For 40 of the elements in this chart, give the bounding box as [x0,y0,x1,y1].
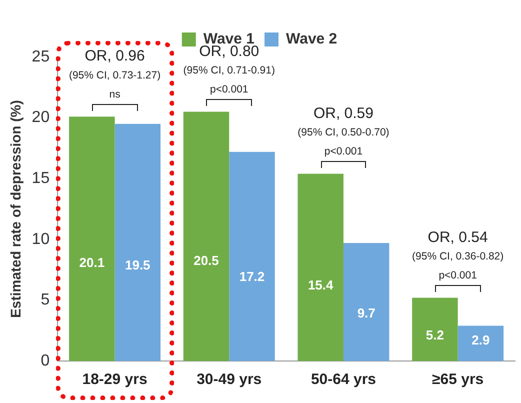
bar [343,243,390,361]
data-label: 5.2 [426,327,444,342]
data-label: 9.7 [357,305,376,320]
data-label: 19.5 [124,258,150,273]
x-tick-label: 30-49 yrs [196,371,262,388]
annotation: OR, 0.96 [84,48,145,65]
y-tick-label: 5 [40,292,50,309]
annotation: OR, 0.54 [428,228,488,246]
bar [412,298,458,361]
x-tick-label: ≥65 yrs [432,371,484,388]
y-axis-title: Estimated rate of depression (%) [7,100,24,318]
bar [183,112,230,361]
y-tick-label: 15 [32,170,50,188]
legend-label: Wave 2 [286,30,338,48]
annotation: (95% CI, 0.71-0.91) [183,64,275,77]
bar [114,124,161,361]
y-tick-label: 0 [40,352,50,370]
bar [69,116,115,361]
annotation: p<0.001 [324,146,363,158]
x-tick-label: 50-64 yrs [310,371,376,388]
bar [458,326,504,361]
y-tick-label: 25 [32,48,50,66]
annotation: p<0.001 [438,270,478,282]
data-label: 20.5 [194,252,219,268]
data-label: 15.4 [308,278,334,293]
y-tick-label: 10 [32,230,50,248]
annotation: (95% CI, 0.73-1.27) [68,69,161,82]
data-label: 2.9 [472,332,490,348]
bar [298,174,344,361]
annotation: ns [109,88,120,100]
annotation: (95% CI, 0.50-0.70) [298,126,390,139]
bar [229,152,275,361]
annotation: OR, 0.59 [313,104,374,122]
annotation: OR, 0.80 [199,42,260,60]
y-tick-label: 20 [32,109,50,126]
data-label: 17.2 [239,268,265,284]
data-label: 20.1 [79,254,105,270]
annotation: p<0.001 [210,84,248,96]
annotation: (95% CI, 0.36-0.82) [412,250,504,263]
x-tick-label: 18-29 yrs [82,371,148,388]
